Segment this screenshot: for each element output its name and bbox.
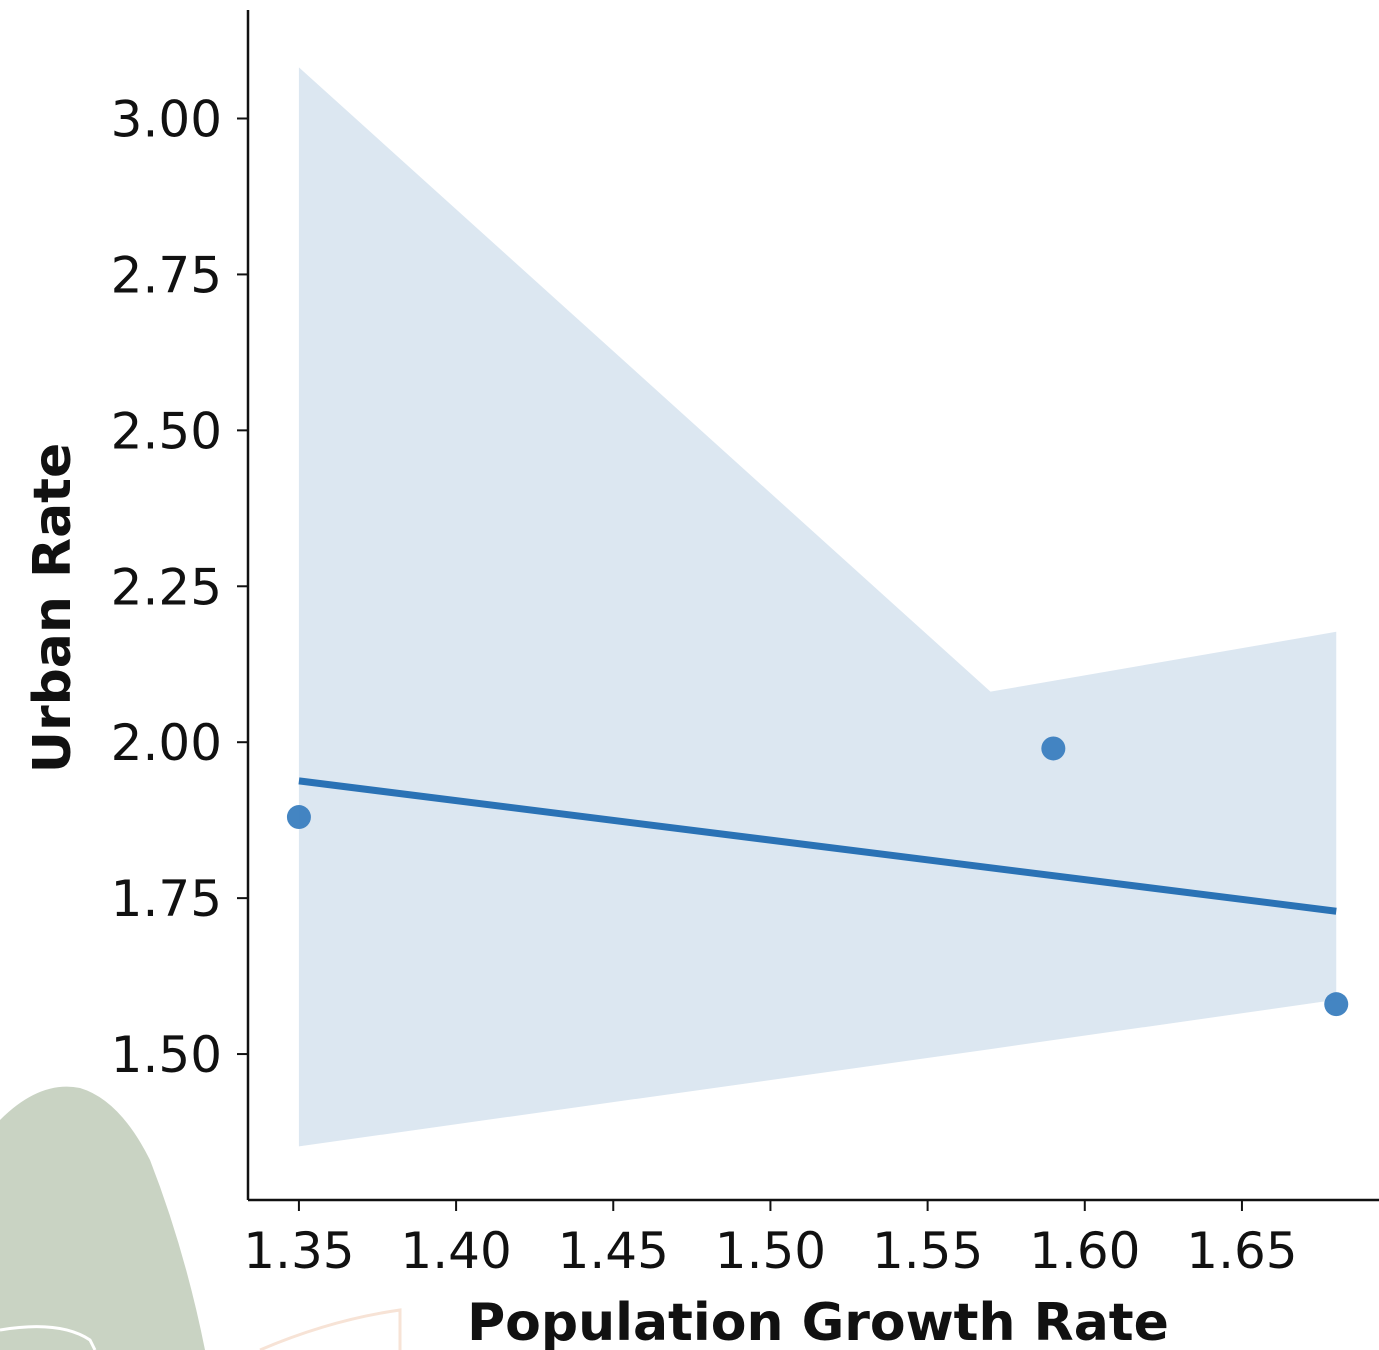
plot-area: 1.50 1.75 2.00 2.25 2.50 2.75 3.00 1.35 1.40 1.45… — [111, 10, 1379, 1280]
data-point — [1041, 736, 1066, 761]
y-tick-label: 3.00 — [111, 91, 222, 149]
data-point — [286, 805, 311, 830]
y-axis-label: Urban Rate — [23, 443, 83, 774]
x-tick-label: 1.60 — [1029, 1222, 1140, 1280]
confidence-band — [298, 67, 1337, 1147]
y-tick-label: 2.25 — [111, 558, 222, 616]
y-tick-label: 1.75 — [111, 870, 222, 928]
y-tick-label: 1.50 — [111, 1026, 222, 1084]
regression-line — [298, 777, 1337, 915]
x-axis-label: Population Growth Rate — [467, 1293, 1169, 1350]
x-tick-label: 1.65 — [1186, 1222, 1297, 1280]
y-tick-label: 2.50 — [111, 402, 222, 460]
decor-curve — [0, 1325, 97, 1350]
y-tick-label: 2.75 — [111, 246, 222, 304]
y-tick-label: 2.00 — [111, 714, 222, 772]
x-tick-label: 1.40 — [400, 1222, 511, 1280]
decor-leaf — [0, 1086, 205, 1350]
decor-outline — [259, 1308, 402, 1350]
x-tick-label: 1.35 — [243, 1222, 354, 1280]
x-tick-label: 1.50 — [715, 1222, 826, 1280]
data-point — [1324, 992, 1349, 1017]
x-tick-label: 1.55 — [872, 1222, 983, 1280]
x-tick-label: 1.45 — [558, 1222, 669, 1280]
